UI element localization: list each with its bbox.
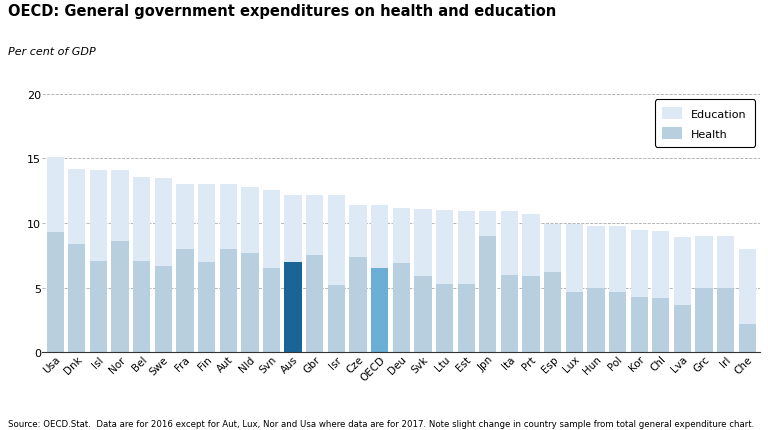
Bar bbox=[328, 195, 345, 286]
Bar bbox=[133, 261, 151, 353]
Bar bbox=[588, 288, 604, 353]
Bar bbox=[717, 237, 734, 288]
Bar bbox=[284, 195, 302, 262]
Bar bbox=[177, 185, 194, 249]
Bar bbox=[220, 185, 237, 249]
Bar bbox=[501, 212, 518, 275]
Bar bbox=[458, 284, 475, 353]
Bar bbox=[458, 212, 475, 284]
Bar bbox=[90, 171, 107, 261]
Bar bbox=[349, 206, 366, 257]
Text: OECD: General government expenditures on health and education: OECD: General government expenditures on… bbox=[8, 4, 556, 19]
Bar bbox=[501, 275, 518, 353]
Bar bbox=[522, 215, 540, 276]
Bar bbox=[631, 230, 648, 297]
Bar bbox=[177, 249, 194, 353]
Bar bbox=[68, 169, 85, 244]
Bar bbox=[263, 190, 280, 269]
Bar bbox=[414, 209, 432, 276]
Bar bbox=[349, 257, 366, 353]
Bar bbox=[220, 249, 237, 353]
Bar bbox=[47, 158, 64, 233]
Bar bbox=[544, 273, 561, 353]
Bar bbox=[371, 269, 389, 353]
Bar bbox=[414, 276, 432, 353]
Bar bbox=[652, 231, 670, 298]
Legend: Education, Health: Education, Health bbox=[654, 100, 755, 147]
Bar bbox=[371, 206, 389, 269]
Bar bbox=[306, 195, 323, 256]
Bar bbox=[674, 305, 691, 353]
Bar bbox=[436, 284, 453, 353]
Bar bbox=[284, 262, 302, 353]
Bar bbox=[696, 288, 713, 353]
Bar bbox=[154, 266, 172, 353]
Bar bbox=[566, 292, 583, 353]
Bar bbox=[392, 264, 410, 353]
Bar bbox=[68, 244, 85, 353]
Bar bbox=[522, 276, 540, 353]
Bar bbox=[328, 286, 345, 353]
Bar bbox=[479, 237, 496, 353]
Bar bbox=[609, 226, 626, 292]
Bar bbox=[392, 208, 410, 264]
Bar bbox=[739, 324, 756, 353]
Bar bbox=[609, 292, 626, 353]
Text: Per cent of GDP: Per cent of GDP bbox=[8, 47, 95, 57]
Bar bbox=[652, 298, 670, 353]
Bar bbox=[47, 233, 64, 353]
Bar bbox=[696, 237, 713, 288]
Bar bbox=[111, 171, 129, 242]
Bar bbox=[544, 225, 561, 273]
Bar bbox=[631, 297, 648, 353]
Bar bbox=[198, 185, 215, 262]
Bar bbox=[241, 187, 259, 253]
Bar bbox=[154, 178, 172, 266]
Bar bbox=[566, 225, 583, 292]
Bar bbox=[739, 249, 756, 324]
Bar bbox=[479, 212, 496, 237]
Bar bbox=[306, 256, 323, 353]
Bar bbox=[588, 226, 604, 288]
Bar bbox=[198, 262, 215, 353]
Bar bbox=[111, 242, 129, 353]
Bar bbox=[436, 211, 453, 284]
Bar bbox=[241, 253, 259, 353]
Bar bbox=[717, 288, 734, 353]
Bar bbox=[133, 177, 151, 261]
Text: Source: OECD.Stat.  Data are for 2016 except for Aut, Lux, Nor and Usa where dat: Source: OECD.Stat. Data are for 2016 exc… bbox=[8, 419, 754, 428]
Bar bbox=[90, 261, 107, 353]
Bar bbox=[263, 269, 280, 353]
Bar bbox=[674, 238, 691, 305]
